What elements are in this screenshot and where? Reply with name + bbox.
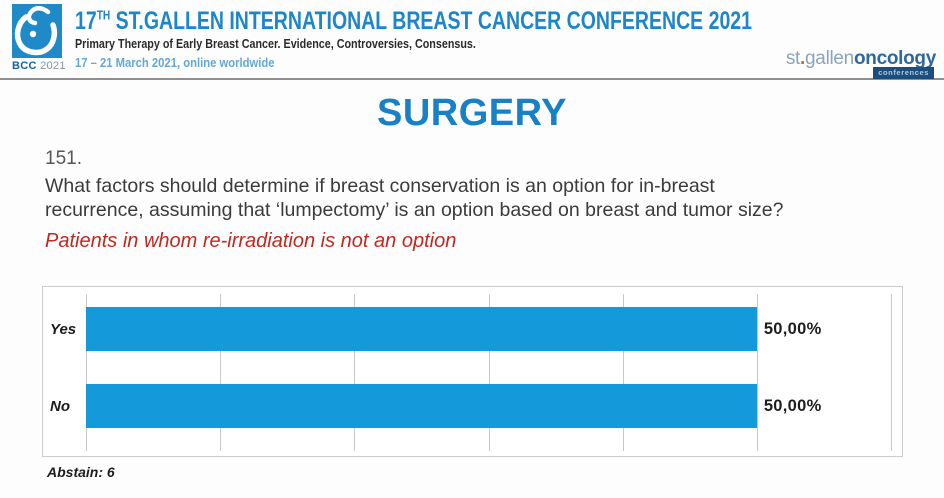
bar-zone: 50,00%: [86, 384, 891, 428]
section-title: SURGERY: [376, 92, 567, 134]
category-label: No: [50, 397, 70, 415]
gridline: [756, 294, 758, 451]
chart-gridlines: [86, 294, 892, 451]
ordinal-suffix: TH: [96, 7, 111, 23]
category-label: Yes: [50, 320, 77, 338]
bcc-logo: BCC 2021: [12, 4, 66, 72]
gridline: [86, 294, 87, 451]
question-note: Patients in whom re-irradiation is not a…: [45, 230, 457, 252]
stgallen-oncology-logo: st.gallenoncology: [786, 48, 936, 70]
conference-title: 17TH ST.GALLEN INTERNATIONAL BREAST CANC…: [75, 7, 752, 36]
conference-dates: 17 – 21 March 2021, online worldwide: [75, 56, 275, 70]
question-text-line-2: recurrence, assuming that ‘lumpectomy’ i…: [45, 199, 784, 221]
question-text-line-1: What factors should determine if breast …: [45, 175, 715, 197]
bcc-label: BCC: [12, 60, 37, 72]
gridline: [488, 294, 490, 451]
stgallen-gallen: gallen: [805, 48, 854, 69]
conferences-badge: conferences: [873, 67, 934, 79]
bcc-year: 2021: [40, 60, 66, 72]
bcc-logo-mark: [12, 4, 62, 58]
stgallen-st: st: [785, 48, 801, 69]
gridline: [891, 294, 892, 451]
gridline: [220, 294, 222, 451]
chart-rows: Yes 50,00% No 50,00%: [43, 287, 902, 456]
question-number: 151.: [45, 148, 82, 169]
header: BCC 2021 17TH ST.GALLEN INTERNATIONAL BR…: [0, 0, 944, 80]
abstain-note: Abstain: 6: [47, 464, 115, 480]
stgallen-dot: .: [800, 48, 806, 69]
bar-value: 50,00%: [763, 396, 822, 415]
conference-subtitle: Primary Therapy of Early Breast Cancer. …: [75, 37, 476, 51]
chart-row-yes: Yes 50,00%: [43, 307, 902, 351]
stgallen-oncology: oncology: [853, 48, 936, 69]
gridline: [354, 294, 356, 451]
bar-yes: [86, 307, 757, 351]
conference-title-number: 17: [75, 7, 97, 35]
chart-row-no: No 50,00%: [43, 384, 902, 428]
poll-results-chart: Yes 50,00% No 50,00%: [42, 286, 903, 457]
swan-icon: [14, 6, 58, 56]
bar-zone: 50,00%: [86, 307, 891, 351]
bcc-logo-caption: BCC 2021: [12, 60, 66, 72]
gridline: [622, 294, 624, 451]
bar-value: 50,00%: [763, 319, 822, 338]
conference-title-text: ST.GALLEN INTERNATIONAL BREAST CANCER CO…: [110, 7, 752, 35]
bar-no: [86, 384, 757, 428]
